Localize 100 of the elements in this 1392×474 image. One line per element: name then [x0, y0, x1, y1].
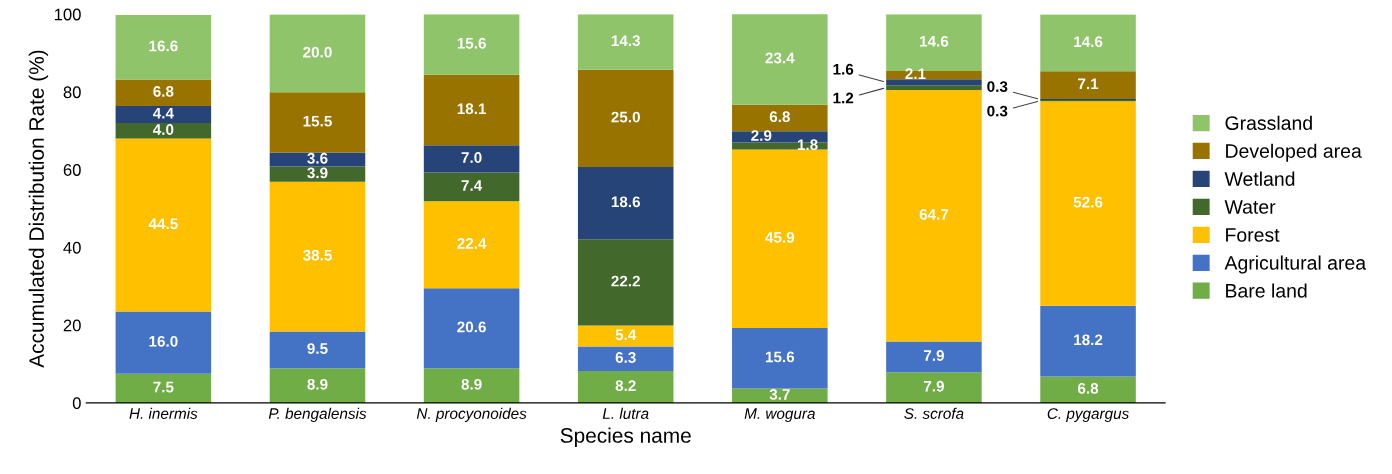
data-label: 16.0 [149, 335, 178, 347]
bar [886, 341, 982, 373]
bar [115, 138, 212, 312]
bar [423, 74, 520, 146]
bar [115, 123, 212, 139]
legend-label: Bare land [1226, 283, 1307, 298]
bar [115, 373, 212, 403]
data-label: 8.9 [307, 378, 328, 390]
data-label: 6.8 [1077, 382, 1099, 394]
data-label: 9.5 [307, 343, 328, 354]
bar [577, 346, 674, 372]
bar [732, 327, 828, 389]
bar [269, 166, 366, 182]
x-tick-label: N. procyonoides [416, 407, 527, 422]
bar [423, 14, 520, 75]
bar [1040, 305, 1136, 377]
data-label: 4.4 [152, 107, 174, 119]
y-tick-label: 40 [63, 241, 81, 254]
x-tick-label: S. scrofa [904, 407, 964, 419]
bar [269, 92, 366, 153]
x-tick-label: L. lutra [602, 407, 649, 419]
bar [577, 166, 674, 240]
data-label: 22.4 [457, 237, 487, 249]
data-label: 2.1 [905, 68, 926, 79]
data-label: 3.9 [307, 167, 328, 179]
y-tick-label: 20 [63, 319, 81, 332]
data-label: 6.3 [615, 352, 636, 363]
bar [269, 331, 366, 369]
bar [577, 69, 674, 167]
data-label: 20.0 [303, 46, 332, 58]
data-label: 3.7 [769, 388, 790, 400]
data-label: 52.6 [1073, 196, 1103, 208]
data-label: 64.7 [919, 209, 949, 220]
data-label: 15.6 [765, 351, 795, 363]
bar [1040, 101, 1136, 306]
bar [115, 79, 212, 106]
bar [269, 181, 366, 332]
bar [423, 172, 520, 202]
legend-label: Agricultural area [1224, 255, 1367, 274]
data-label: 2.9 [751, 130, 772, 141]
data-label: 22.2 [611, 275, 640, 287]
data-label: 18.1 [457, 103, 487, 115]
bar [423, 201, 520, 289]
bar [732, 104, 828, 132]
bar [1040, 376, 1136, 403]
data-label: 38.5 [302, 249, 332, 261]
data-label: 5.4 [615, 329, 637, 341]
data-label: 15.5 [303, 115, 332, 127]
legend-label: Developed area [1226, 143, 1362, 162]
bar [732, 14, 828, 105]
bar [423, 368, 520, 403]
data-label: 6.8 [153, 86, 174, 97]
bar [115, 15, 212, 80]
bar [886, 372, 982, 403]
y-tick-label: 0 [72, 397, 81, 410]
y-tick-label: 100 [54, 8, 81, 21]
bar [269, 14, 366, 93]
data-label: 7.9 [923, 350, 944, 361]
data-label: 14.6 [920, 35, 949, 47]
data-label: 18.6 [611, 196, 641, 208]
legend-label: Water [1224, 200, 1276, 214]
bar [577, 239, 674, 326]
y-tick-label: 80 [63, 86, 81, 99]
data-label: 8.9 [461, 378, 482, 390]
bar [886, 79, 982, 86]
data-label: 7.1 [1078, 78, 1099, 90]
bar [115, 105, 212, 124]
data-label: 16.6 [149, 40, 178, 52]
data-label: 14.6 [1074, 36, 1103, 48]
x-axis-title: Species name [560, 427, 691, 447]
data-label: 6.8 [769, 111, 790, 123]
y-axis-title: Accumulated Distribution Rate (%) [28, 50, 49, 368]
data-label: 1.2 [833, 92, 854, 104]
data-label: 15.6 [457, 37, 486, 49]
bar [1040, 71, 1136, 99]
bar [115, 311, 212, 374]
data-label: 0.3 [987, 105, 1008, 117]
legend-label: Wetland [1224, 171, 1295, 186]
bar [577, 325, 674, 347]
x-tick-label: P. bengalensis [268, 407, 367, 422]
data-label: 25.0 [611, 111, 640, 123]
bar [886, 70, 982, 80]
bar [732, 149, 828, 328]
bar [423, 288, 520, 369]
data-label: 44.5 [148, 218, 178, 230]
data-label: 7.9 [923, 380, 944, 392]
data-label: 0.3 [987, 81, 1008, 92]
x-tick-label: C. pygargus [1047, 408, 1129, 422]
data-label: 7.4 [461, 180, 483, 191]
data-label: 1.6 [833, 63, 854, 75]
data-label: 7.0 [461, 152, 482, 163]
bar [886, 90, 982, 342]
data-label: 7.5 [153, 381, 174, 393]
x-tick-label: M. wogura [744, 408, 815, 422]
bar [423, 145, 520, 173]
data-label: 8.2 [615, 380, 636, 392]
data-label: 3.6 [307, 152, 328, 164]
data-label: 18.2 [1074, 334, 1103, 346]
bar [577, 371, 674, 403]
bar [1040, 14, 1136, 72]
